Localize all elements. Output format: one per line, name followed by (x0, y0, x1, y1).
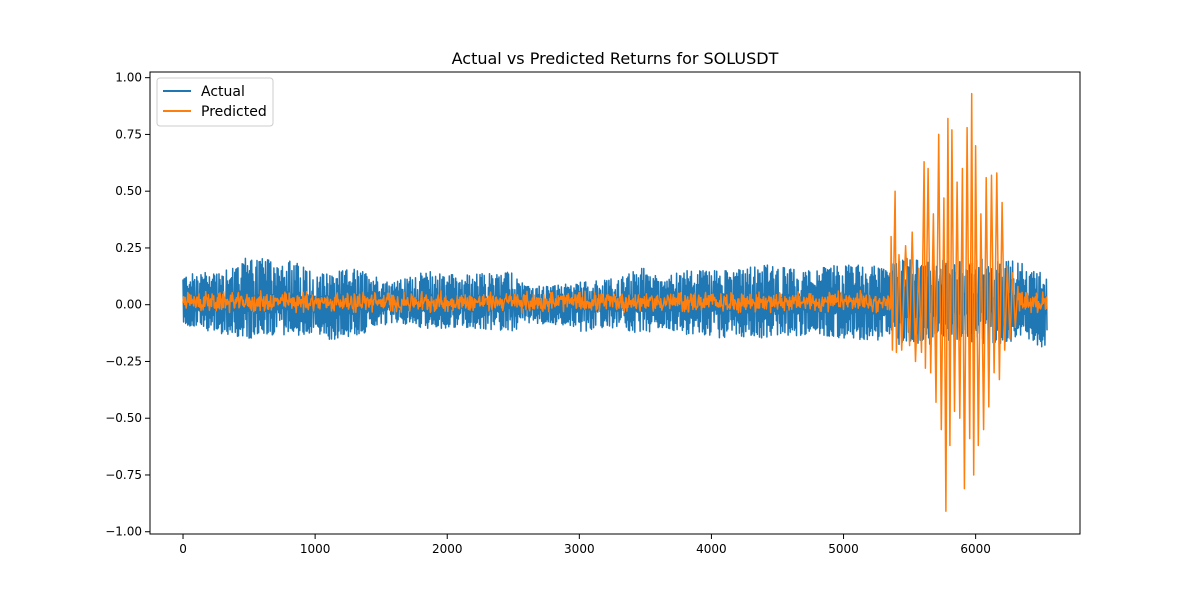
chart-title: Actual vs Predicted Returns for SOLUSDT (452, 49, 779, 68)
y-tick-label: −0.50 (105, 411, 142, 425)
plot-lines (182, 92, 1048, 513)
y-tick-label: −1.00 (105, 525, 142, 539)
y-tick-label: −0.25 (105, 354, 142, 368)
y-tick-label: 0.50 (115, 184, 142, 198)
y-tick-label: 0.25 (115, 241, 142, 255)
x-tick-label: 4000 (696, 542, 727, 556)
legend: Actual Predicted (156, 77, 274, 127)
y-tick-label: 0.75 (115, 127, 142, 141)
series-line-predicted (182, 92, 1048, 513)
legend-label-predicted: Predicted (201, 104, 267, 120)
plot-area-frame (149, 71, 1081, 535)
x-tick-label: 6000 (960, 542, 991, 556)
y-tick-label: 0.00 (115, 298, 142, 312)
x-tick-label: 1000 (300, 542, 331, 556)
y-tick-label: −0.75 (105, 468, 142, 482)
x-tick-label: 3000 (564, 542, 595, 556)
x-tick-label: 2000 (432, 542, 463, 556)
y-tick-label: 1.00 (115, 71, 142, 85)
y-axis: 1.00 0.75 0.50 0.25 0.00 −0.25 −0.50 −0.75 −1.00 (105, 71, 150, 539)
x-tick-label: 0 (179, 542, 187, 556)
x-tick-label: 5000 (828, 542, 859, 556)
legend-label-actual: Actual (201, 84, 245, 100)
x-axis: 0 1000 2000 3000 4000 5000 6000 (179, 534, 991, 556)
